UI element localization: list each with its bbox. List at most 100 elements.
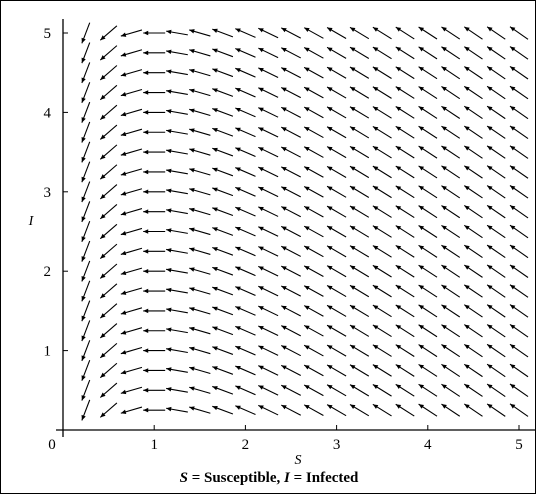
field-arrow <box>120 188 143 196</box>
field-arrow-head <box>81 77 86 83</box>
field-arrow <box>166 287 188 294</box>
field-arrow-head <box>189 148 195 153</box>
field-arrow <box>349 126 370 139</box>
field-arrow-head <box>166 228 172 233</box>
field-arrow-head <box>395 27 402 32</box>
field-arrow-head <box>189 366 195 371</box>
field-arrow-head <box>372 285 379 290</box>
field-arrow-head <box>441 46 447 52</box>
field-arrow <box>189 366 211 375</box>
field-arrow <box>166 367 188 373</box>
field-arrow <box>303 305 324 317</box>
field-arrow-head <box>464 304 470 310</box>
field-arrow-head <box>166 129 172 134</box>
field-arrow <box>303 27 324 39</box>
field-arrow <box>509 105 529 120</box>
field-arrow-head <box>487 165 493 171</box>
field-arrow-head <box>487 185 493 191</box>
field-arrow-head <box>372 245 379 251</box>
field-arrow-head <box>235 127 241 132</box>
field-arrow <box>418 383 438 397</box>
field-arrow-head <box>120 32 127 37</box>
field-arrow-head <box>418 225 425 231</box>
field-arrow <box>509 284 529 298</box>
field-arrow <box>395 284 415 298</box>
y-tick-label: 1 <box>44 344 52 360</box>
field-arrow <box>418 66 438 80</box>
field-arrow <box>326 265 347 278</box>
field-arrow-head <box>212 346 218 351</box>
field-arrow <box>509 324 529 338</box>
field-arrow-head <box>235 167 241 172</box>
field-arrow-head <box>327 285 333 290</box>
field-arrow-head <box>487 284 493 290</box>
field-arrow <box>418 344 438 358</box>
field-arrow-head <box>509 66 516 72</box>
field-arrow <box>280 106 302 118</box>
field-arrow-head <box>120 310 127 315</box>
field-arrow-head <box>487 304 493 310</box>
field-arrow-head <box>372 27 379 32</box>
field-arrow-head <box>509 46 516 52</box>
field-arrow-head <box>212 286 218 292</box>
field-arrow <box>235 167 256 177</box>
field-arrow <box>463 85 483 100</box>
field-arrow <box>372 46 392 60</box>
field-arrow-head <box>464 265 470 270</box>
field-arrow <box>326 285 347 298</box>
field-arrow <box>235 226 256 237</box>
field-arrow <box>303 106 324 119</box>
field-arrow <box>212 68 234 78</box>
field-arrow-head <box>372 166 379 171</box>
field-arrow-head <box>143 30 149 36</box>
field-arrow-head <box>281 107 287 112</box>
field-arrow <box>463 363 483 378</box>
field-arrow <box>235 127 256 138</box>
field-arrow <box>143 328 166 333</box>
field-arrow-head <box>464 26 470 32</box>
field-arrow <box>280 305 302 317</box>
field-arrow-head <box>304 226 310 231</box>
field-arrow-head <box>304 246 310 251</box>
field-arrow-head <box>464 364 470 369</box>
field-arrow <box>441 105 461 119</box>
field-arrow <box>258 146 279 158</box>
field-arrow <box>372 225 392 238</box>
field-arrow-head <box>304 404 310 410</box>
field-arrow-head <box>120 211 127 216</box>
field-arrow-head <box>395 384 402 389</box>
field-arrow <box>326 27 347 39</box>
field-arrow-head <box>189 49 195 54</box>
field-arrow-head <box>100 372 106 378</box>
field-arrow-head <box>258 187 264 192</box>
field-arrow <box>509 403 529 417</box>
field-arrow-head <box>81 375 86 381</box>
field-arrow-head <box>100 134 106 140</box>
field-arrow <box>372 66 392 79</box>
field-arrow <box>120 386 143 395</box>
field-arrow <box>280 27 302 39</box>
field-arrow-head <box>441 26 447 32</box>
field-arrow <box>280 126 302 138</box>
field-arrow-head <box>327 206 333 211</box>
field-arrow-head <box>418 46 425 52</box>
field-arrow-head <box>281 166 287 172</box>
field-arrow-head <box>441 324 447 330</box>
field-arrow <box>212 385 234 395</box>
field-arrow <box>509 26 529 40</box>
field-arrow-head <box>372 384 379 390</box>
field-arrow <box>326 344 347 357</box>
field-arrow <box>486 284 506 298</box>
field-arrow <box>280 146 302 158</box>
field-arrow-head <box>395 166 402 171</box>
field-arrow-head <box>258 286 264 291</box>
field-arrow-head <box>327 404 333 410</box>
field-arrow <box>349 165 370 179</box>
field-arrow <box>235 186 256 197</box>
field-arrow <box>486 403 506 417</box>
field-arrow <box>486 264 506 278</box>
field-arrow-head <box>487 225 493 230</box>
field-arrow <box>418 284 438 298</box>
field-arrow-head <box>166 267 172 273</box>
axes <box>56 19 536 437</box>
